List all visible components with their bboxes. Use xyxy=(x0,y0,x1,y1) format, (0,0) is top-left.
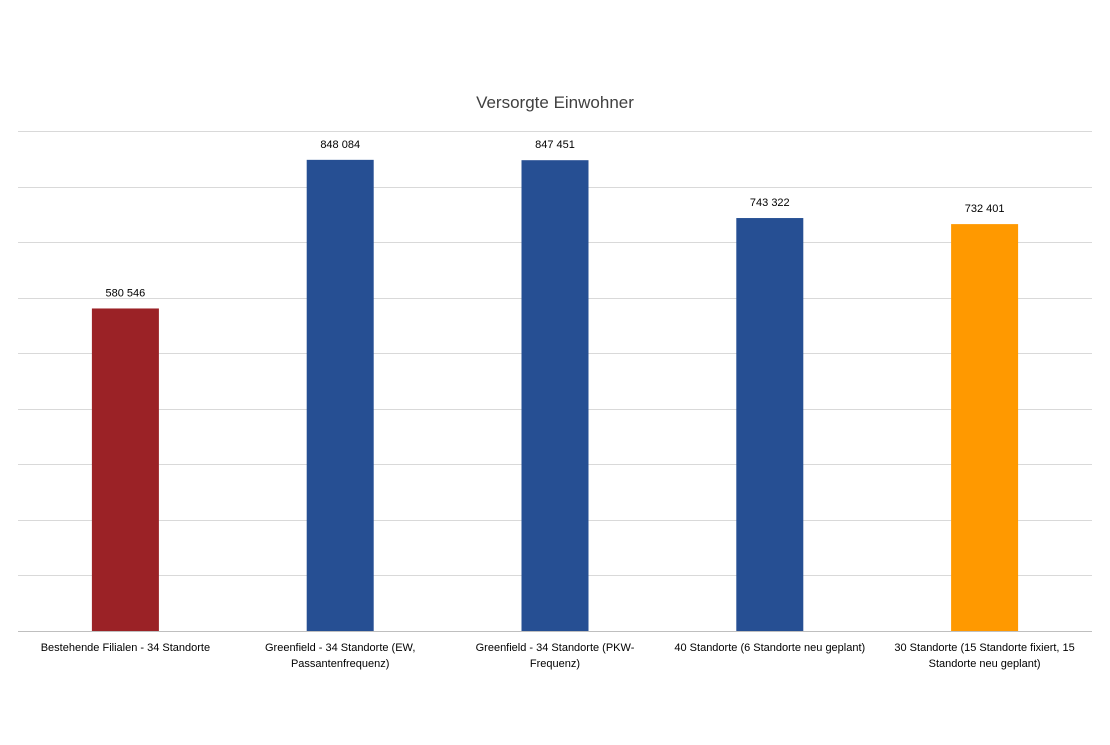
data-label-5: 732 401 xyxy=(965,203,1005,215)
bar-2 xyxy=(306,159,374,631)
category-label-5-line-2: Standorte neu geplant) xyxy=(929,658,1041,670)
category-labels: Bestehende Filialen - 34 Standorte Greenf… xyxy=(41,642,1075,670)
bar-4 xyxy=(736,218,804,631)
category-label-5-line-1: 30 Standorte (15 Standorte fixiert, 15 xyxy=(894,642,1074,654)
bar-1 xyxy=(91,308,159,631)
data-label-1: 580 546 xyxy=(106,287,146,299)
category-label-3-line-2: Frequenz) xyxy=(530,658,580,670)
category-label-1-line-1: Bestehende Filialen - 34 Standorte xyxy=(41,642,210,654)
data-labels: 580 546 848 084 847 451 743 322 732 401 xyxy=(106,139,1005,300)
data-label-2: 848 084 xyxy=(320,139,360,151)
category-label-2-line-1: Greenfield - 34 Standorte (EW, xyxy=(265,642,415,654)
bar-5 xyxy=(951,224,1019,632)
data-label-3: 847 451 xyxy=(535,139,575,151)
category-label-3-line-1: Greenfield - 34 Standorte (PKW- xyxy=(476,642,635,654)
chart-title: Versorgte Einwohner xyxy=(476,93,634,112)
category-label-2-line-2: Passantenfrequenz) xyxy=(291,658,389,670)
bars xyxy=(91,159,1019,632)
data-label-4: 743 322 xyxy=(750,197,790,209)
bar-3 xyxy=(521,160,589,631)
category-label-4-line-1: 40 Standorte (6 Standorte neu geplant) xyxy=(674,642,865,654)
